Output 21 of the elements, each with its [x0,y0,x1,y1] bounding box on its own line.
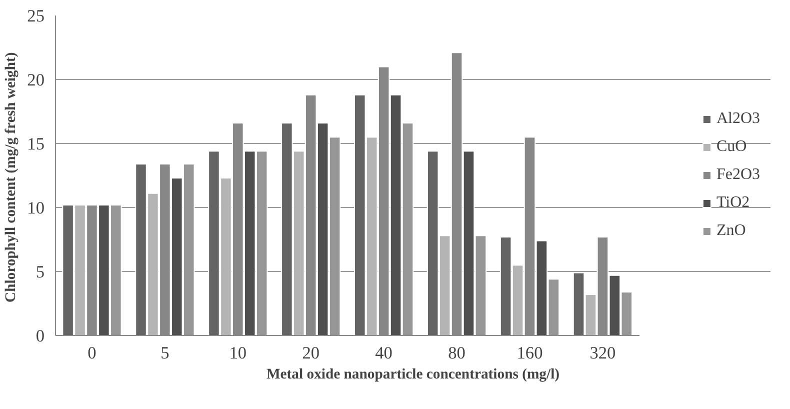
x-tick-label: 160 [516,344,543,362]
y-tick-label: 20 [27,70,44,90]
x-tick-label: 10 [229,344,247,362]
y-tick-label: 10 [27,198,44,218]
x-tick-label: 5 [160,344,170,362]
x-axis-title: Metal oxide nanoparticle concentrations (mg/l) [266,366,560,382]
legend-label: CuO [716,138,747,156]
legend-label: ZnO [716,222,746,240]
y-tick-label: 25 [27,6,44,26]
y-tick-label: 5 [36,262,45,282]
x-tick-label: 80 [448,344,466,362]
y-tick-label: 15 [27,134,44,154]
y-axis-title: Chlorophyll content (mg/g fresh weight) [3,52,20,302]
y-tick-label: 0 [36,326,45,346]
x-tick-label: 40 [375,344,392,362]
x-tick-label: 0 [88,344,96,362]
x-tick-label: 20 [302,344,320,362]
legend-label: Fe2O3 [716,166,760,184]
x-tick-label: 320 [590,344,616,362]
legend-label: TiO2 [716,194,750,212]
legend-label: Al2O3 [716,110,760,128]
